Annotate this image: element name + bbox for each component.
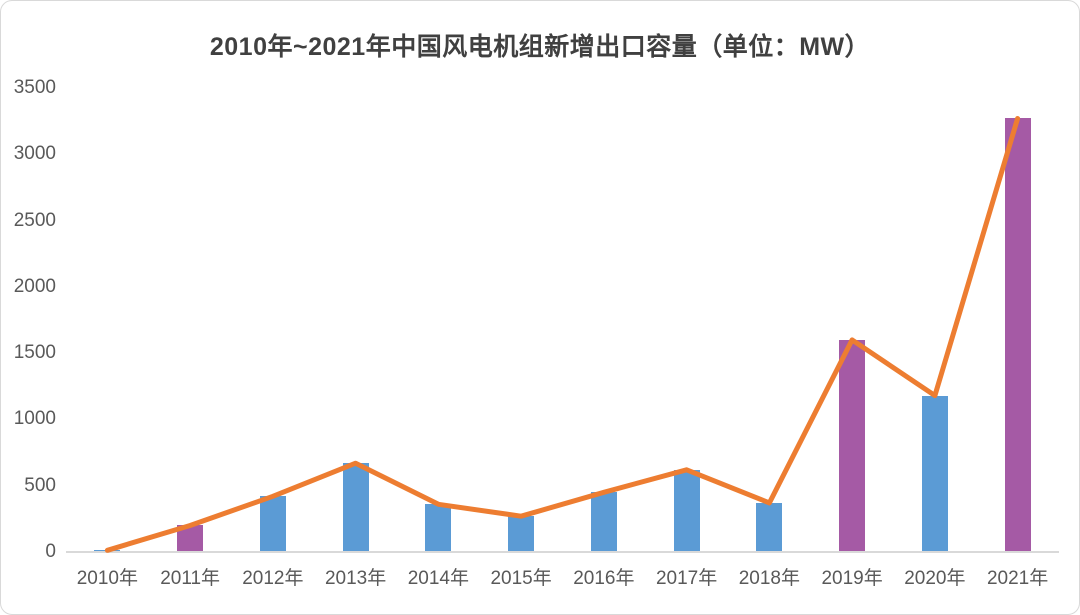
y-tick-label: 3500 xyxy=(13,77,56,98)
y-tick-label: 2500 xyxy=(13,209,56,231)
line-series xyxy=(104,116,1021,553)
x-tick-label: 2021年 xyxy=(986,568,1049,589)
bar-2014年 xyxy=(425,504,452,552)
x-tick-label: 2013年 xyxy=(324,568,387,589)
y-tick-label: 0 xyxy=(45,541,56,562)
bar-2012年 xyxy=(259,496,286,552)
y-tick-label: 2000 xyxy=(13,275,56,297)
x-tick-label: 2020年 xyxy=(904,568,966,589)
x-tick-label: 2017年 xyxy=(655,568,718,589)
x-tick-label: 2018年 xyxy=(738,568,801,589)
x-tick-label: 2011年 xyxy=(160,568,221,589)
bar-2018年 xyxy=(756,502,783,552)
x-tick-label: 2015年 xyxy=(490,568,552,589)
x-axis-line xyxy=(66,551,1059,553)
x-tick-label: 2016年 xyxy=(573,568,635,589)
x-tick-label: 2014年 xyxy=(407,568,470,589)
bar-2015年 xyxy=(508,516,535,552)
bar-2021年 xyxy=(1004,118,1031,552)
y-tick-label: 1000 xyxy=(13,408,56,430)
y-tick-label: 500 xyxy=(24,474,56,496)
x-tick-label: 2019年 xyxy=(821,568,883,589)
bar-2016年 xyxy=(590,492,617,552)
bar-2019年 xyxy=(839,339,866,552)
y-tick-label: 1500 xyxy=(13,342,56,364)
bar-2013年 xyxy=(342,463,369,552)
x-tick-label: 2012年 xyxy=(242,568,304,589)
chart-title: 2010年~2021年中国风电机组新增出口容量（单位：MW） xyxy=(209,33,871,61)
bar-2017年 xyxy=(673,469,700,552)
x-tick-label: 2010年 xyxy=(76,568,139,589)
bar-2011年 xyxy=(177,525,204,552)
bar-2020年 xyxy=(921,395,948,552)
y-tick-label: 3000 xyxy=(13,143,56,165)
